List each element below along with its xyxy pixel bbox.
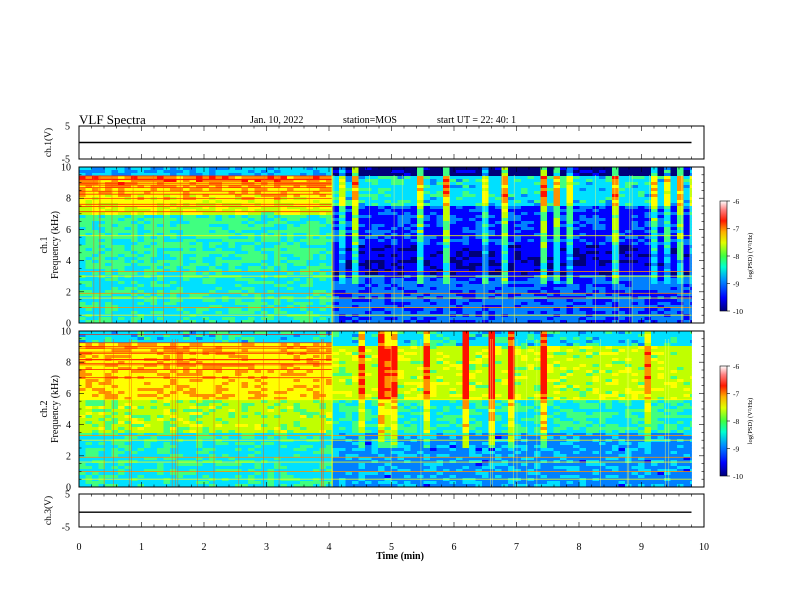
ch2-ytick-label: 6	[66, 389, 71, 400]
colorbar-tick-label: -7	[733, 390, 739, 399]
ch1-ylabel: ch.1	[39, 237, 50, 254]
xtick-label: 3	[264, 542, 269, 553]
ch3-wave-ytick-label: 5	[65, 490, 70, 501]
ch1-spectrogram	[79, 167, 692, 324]
ch3-wave-ytick-label: -5	[62, 523, 70, 534]
ch1-ytick-label: 10	[61, 163, 71, 174]
xtick-label: 9	[639, 542, 644, 553]
ch2-ytick-label: 2	[66, 451, 71, 462]
ch2-ytick-label: 4	[66, 420, 71, 431]
ch2-spectrogram	[79, 331, 692, 488]
xtick-label: 6	[452, 542, 457, 553]
ch1-wave-ylabel: ch.1(V)	[43, 128, 54, 157]
xtick-label: 7	[514, 542, 519, 553]
ch1-ytick-label: 8	[66, 194, 71, 205]
chart-title: VLF Spectra	[79, 112, 146, 127]
ch1-colorbar	[719, 200, 728, 312]
xtick-label: 0	[77, 542, 82, 553]
station-label: station=MOS	[343, 115, 397, 126]
ch2-ylabel: ch.2	[39, 401, 50, 418]
colorbar-label: log(PSD) (V²/Hz)	[747, 398, 754, 445]
xtick-label: 8	[577, 542, 582, 553]
xtick-label: 4	[327, 542, 332, 553]
ch1-ytick-label: 2	[66, 287, 71, 298]
ch1-ytick-label: 6	[66, 225, 71, 236]
xaxis-label: Time (min)	[376, 551, 424, 562]
ch1-ytick-label: 0	[66, 319, 71, 330]
colorbar-tick-label: -9	[733, 280, 739, 289]
colorbar-label: log(PSD) (V²/Hz)	[747, 233, 754, 280]
ch1-freq-label: Frequency (kHz)	[50, 211, 61, 279]
ch2-ytick-label: 0	[66, 483, 71, 494]
colorbar-tick-label: -6	[733, 362, 739, 371]
xtick-label: 10	[699, 542, 709, 553]
waveform-lines	[79, 141, 692, 513]
xtick-label: 1	[139, 542, 144, 553]
axis-ticks	[78, 126, 705, 527]
colorbar-tick-label: -10	[733, 472, 743, 481]
xtick-label: 5	[389, 542, 394, 553]
colorbar-tick-label: -7	[733, 225, 739, 234]
colorbar-labels: -6 -7 -8 -9 -10 log(PSD) (V²/Hz) -6 -7 -8 -9 -10 lo…	[727, 197, 754, 481]
ch3-wave-ylabel: ch.3(V)	[43, 496, 54, 525]
colorbar-tick-label: -10	[733, 307, 743, 316]
ch2-ytick-label: 10	[61, 327, 71, 338]
start-time-label: start UT = 22: 40: 1	[437, 115, 517, 126]
colorbar-tick-label: -9	[733, 445, 739, 454]
ch2-colorbar	[719, 365, 728, 477]
ch1-wave-ytick-label: -5	[62, 155, 70, 166]
colorbar-tick-label: -6	[733, 197, 739, 206]
colorbar-tick-label: -8	[733, 252, 739, 261]
date-label: Jan. 10, 2022	[250, 115, 304, 126]
ch1-wave-ytick-label: 5	[65, 122, 70, 133]
ch2-freq-label: Frequency (kHz)	[50, 375, 61, 443]
ch2-ytick-label: 8	[66, 358, 71, 369]
ch1-ytick-label: 4	[66, 256, 71, 267]
xtick-label: 2	[202, 542, 207, 553]
colorbar-tick-label: -8	[733, 417, 739, 426]
